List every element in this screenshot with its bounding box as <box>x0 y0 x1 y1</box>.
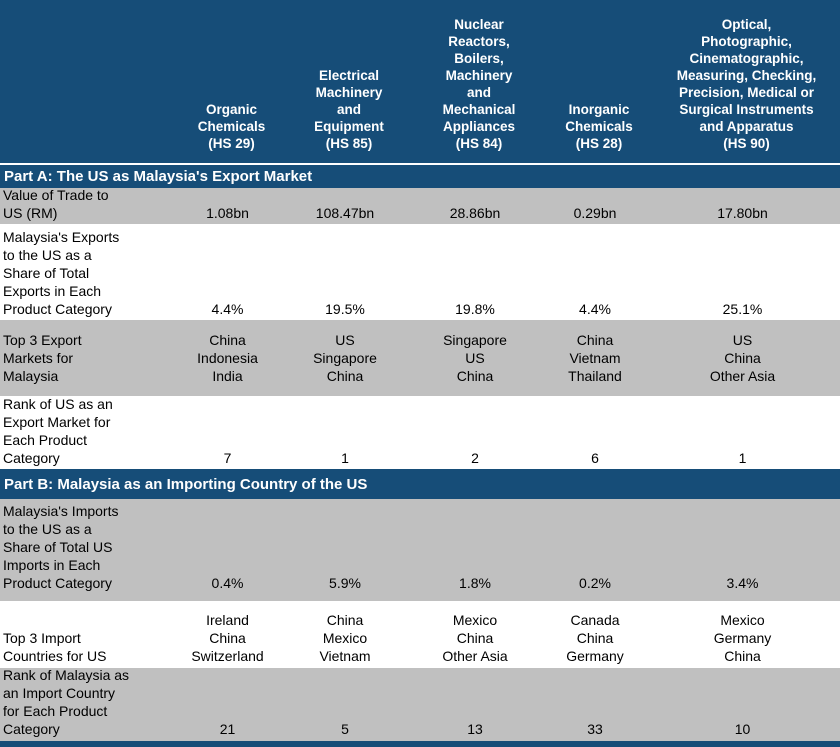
cell-value: 6 <box>591 450 599 466</box>
row-label: Malaysia's Imports to the US as a Share … <box>3 503 119 591</box>
row-label: Top 3 Export Markets for Malaysia <box>3 332 82 384</box>
cell-value: Mexico China Other Asia <box>442 612 508 664</box>
row-malaysia-import-rank: Rank of Malaysia as an Import Country fo… <box>0 667 840 741</box>
row-label: Rank of US as an Export Market for Each … <box>3 396 113 466</box>
column-header-hs28: Inorganic Chemicals (HS 28) <box>565 102 633 151</box>
part-a-title: Part A: The US as Malaysia's Export Mark… <box>4 168 313 185</box>
cell-value: 28.86bn <box>449 205 501 221</box>
cell-value: US China Other Asia <box>709 332 776 384</box>
column-header-hs29: Organic Chemicals (HS 29) <box>197 102 266 151</box>
row-label: Value of Trade to US (RM) <box>3 187 109 221</box>
cell-value: 10 <box>734 721 751 737</box>
cell-value: China Indonesia India <box>197 332 258 384</box>
row-us-export-rank: Rank of US as an Export Market for Each … <box>0 396 840 469</box>
table-bottom-border <box>0 741 840 747</box>
column-header-hs90: Optical, Photographic, Cinematographic, … <box>676 17 817 151</box>
row-top3-export-markets: Top 3 Export Markets for Malaysia China … <box>0 320 840 396</box>
cell-value: 21 <box>219 721 236 737</box>
column-header-hs85: Electrical Machinery and Equipment (HS 8… <box>314 68 384 151</box>
cell-value: 4.4% <box>579 301 611 317</box>
cell-value: 3.4% <box>726 575 759 591</box>
row-import-share: Malaysia's Imports to the US as a Share … <box>0 499 840 601</box>
cell-value: 19.8% <box>455 301 495 317</box>
row-label: Rank of Malaysia as an Import Country fo… <box>3 667 130 737</box>
column-header-hs84: Nuclear Reactors, Boilers, Machinery and… <box>442 17 516 151</box>
cell-value: 1.08bn <box>206 205 249 221</box>
cell-value: 1 <box>738 450 747 466</box>
cell-value: 0.29bn <box>573 205 617 221</box>
part-a-banner: Part A: The US as Malaysia's Export Mark… <box>0 165 840 188</box>
row-value-of-trade: Value of Trade to US (RM) 1.08bn 108.47b… <box>0 187 840 224</box>
cell-value: 17.80bn <box>717 205 768 221</box>
row-top3-import-countries: Top 3 Import Countries for US Ireland Ch… <box>0 601 840 668</box>
cell-value: 33 <box>587 721 603 737</box>
cell-value: 4.4% <box>211 301 244 317</box>
cell-value: 13 <box>467 721 483 737</box>
cell-value: China Vietnam Thailand <box>568 332 622 384</box>
row-label: Top 3 Import Countries for US <box>3 630 107 664</box>
cell-value: 0.4% <box>211 575 244 591</box>
cell-value: Mexico Germany China <box>713 612 772 664</box>
cell-value: US Singapore China <box>313 332 377 384</box>
cell-value: 1.8% <box>459 575 491 591</box>
cell-value: 0.2% <box>579 575 611 591</box>
row-export-share: Malaysia's Exports to the US as a Share … <box>0 224 840 320</box>
cell-value: 7 <box>223 450 232 466</box>
cell-value: 108.47bn <box>315 205 375 221</box>
cell-value: 25.1% <box>722 301 763 317</box>
cell-value: 2 <box>471 450 479 466</box>
part-b-title: Part B: Malaysia as an Importing Country… <box>4 475 368 493</box>
cell-value: 19.5% <box>325 301 365 317</box>
row-label: Malaysia's Exports to the US as a Share … <box>3 229 120 317</box>
cell-value: Canada China Germany <box>566 612 624 664</box>
table-header: Organic Chemicals (HS 29) Electrical Mac… <box>0 0 840 163</box>
cell-value: Ireland China Switzerland <box>191 612 264 664</box>
cell-value: 1 <box>341 450 349 466</box>
cell-value: 5 <box>341 721 349 737</box>
cell-value: Singapore US China <box>443 332 507 384</box>
header-separator <box>0 163 840 165</box>
cell-value: China Mexico Vietnam <box>319 612 371 664</box>
cell-value: 5.9% <box>329 575 361 591</box>
part-b-banner: Part B: Malaysia as an Importing Country… <box>0 469 840 499</box>
